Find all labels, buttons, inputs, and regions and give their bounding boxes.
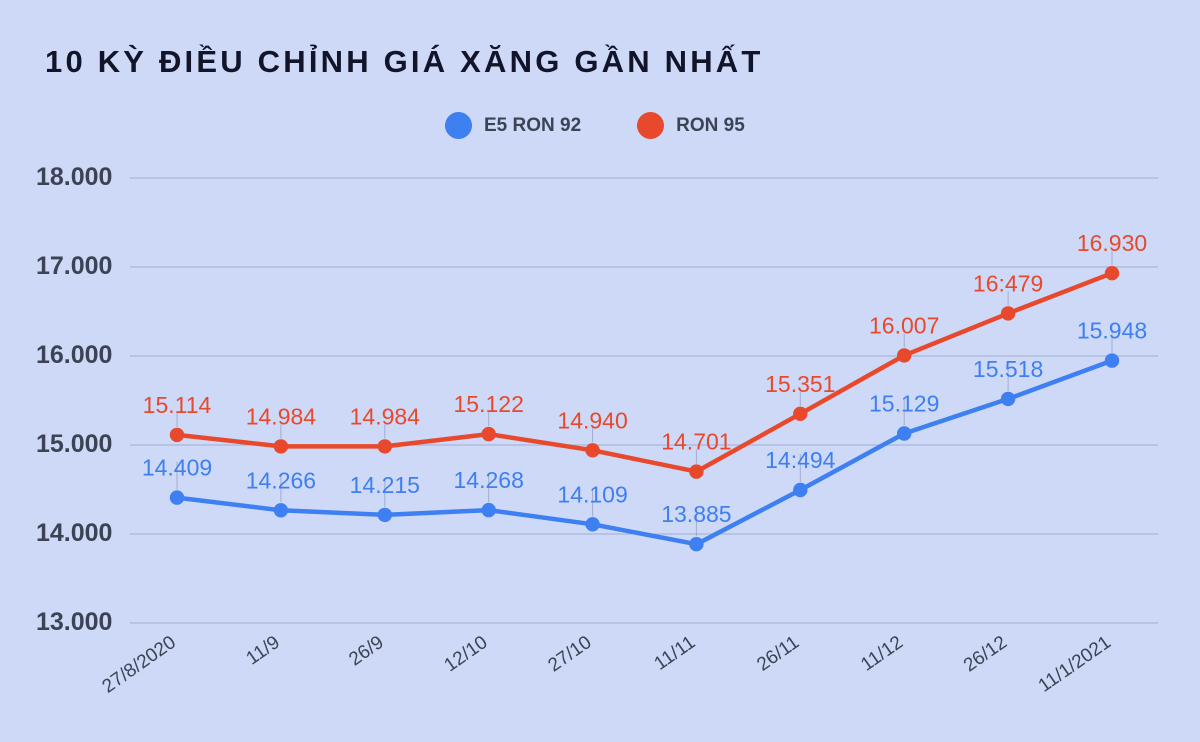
svg-text:11/12: 11/12 <box>857 632 907 676</box>
svg-text:16:479: 16:479 <box>973 270 1043 296</box>
svg-text:15.948: 15.948 <box>1077 318 1147 344</box>
svg-text:15.114: 15.114 <box>143 392 212 418</box>
svg-text:27/10: 27/10 <box>544 632 595 676</box>
svg-text:15.351: 15.351 <box>765 371 835 397</box>
svg-text:12/10: 12/10 <box>441 632 492 676</box>
svg-text:26/11: 26/11 <box>753 632 803 676</box>
svg-text:14.000: 14.000 <box>36 519 112 547</box>
svg-text:11/1/2021: 11/1/2021 <box>1035 632 1115 697</box>
svg-text:18.000: 18.000 <box>36 163 112 191</box>
svg-text:14.940: 14.940 <box>557 407 627 433</box>
svg-text:26/9: 26/9 <box>345 632 387 670</box>
svg-text:15.518: 15.518 <box>973 356 1043 382</box>
svg-text:14.984: 14.984 <box>350 403 421 429</box>
svg-text:14.215: 14.215 <box>350 472 420 498</box>
svg-text:16.007: 16.007 <box>869 312 939 338</box>
svg-text:14.701: 14.701 <box>661 429 731 455</box>
svg-text:14.409: 14.409 <box>142 455 212 481</box>
svg-text:13.000: 13.000 <box>36 608 112 636</box>
svg-text:17.000: 17.000 <box>36 252 112 280</box>
svg-text:15.129: 15.129 <box>869 391 939 417</box>
svg-text:14:494: 14:494 <box>765 447 836 473</box>
svg-text:14.268: 14.268 <box>454 467 524 493</box>
svg-text:16.000: 16.000 <box>36 341 112 369</box>
svg-text:15.000: 15.000 <box>36 430 112 458</box>
svg-text:14.109: 14.109 <box>557 481 627 507</box>
svg-text:11/9: 11/9 <box>243 632 284 670</box>
svg-text:11/11: 11/11 <box>651 632 700 675</box>
svg-text:13.885: 13.885 <box>661 501 731 527</box>
svg-text:16.930: 16.930 <box>1077 230 1147 256</box>
svg-text:14.266: 14.266 <box>246 467 316 493</box>
svg-text:27/8/2020: 27/8/2020 <box>99 632 180 698</box>
svg-text:26/12: 26/12 <box>960 632 1011 676</box>
svg-text:15.122: 15.122 <box>454 391 524 417</box>
svg-text:14.984: 14.984 <box>246 403 317 429</box>
